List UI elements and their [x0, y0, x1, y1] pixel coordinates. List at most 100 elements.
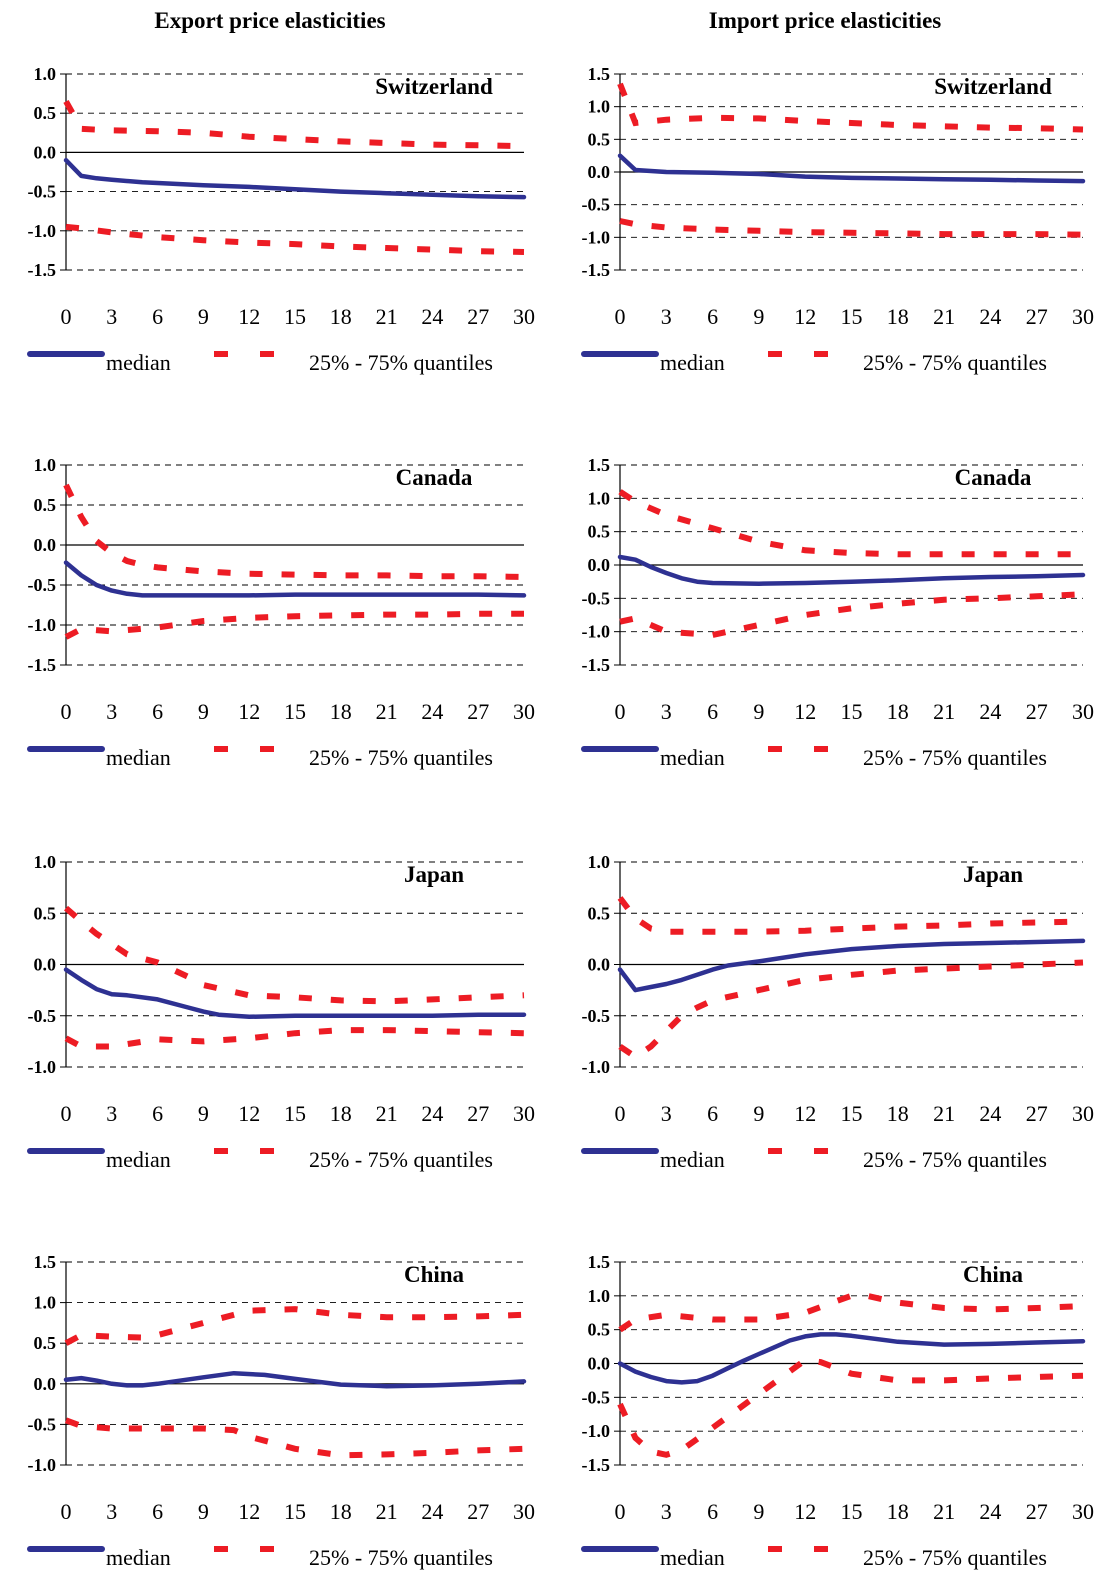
x-tick-label: 21: [376, 304, 398, 329]
y-tick-label: -1.5: [28, 655, 57, 675]
x-tick-label: 6: [707, 1101, 718, 1126]
export-column-header: Export price elasticities: [154, 8, 386, 33]
x-tick-label: 0: [615, 304, 626, 329]
y-tick-label: 1.0: [588, 1286, 611, 1306]
x-tick-label: 12: [794, 699, 816, 724]
x-tick-label: 6: [707, 699, 718, 724]
y-tick-label: 0.5: [588, 1320, 611, 1340]
panel-title: Switzerland: [934, 74, 1052, 99]
x-tick-label: 21: [933, 699, 955, 724]
median-line: [63, 560, 527, 598]
x-tick-label: 12: [238, 1499, 260, 1524]
panel-title: Japan: [404, 862, 464, 887]
x-tick-label: 24: [421, 1499, 443, 1524]
y-tick-label: 0.5: [34, 1333, 57, 1353]
y-tick-label: 1.0: [588, 488, 611, 508]
y-tick-label: 0.0: [34, 1374, 57, 1394]
x-tick-label: 27: [1026, 699, 1048, 724]
legend-quantile-label: 25% - 75% quantiles: [309, 1545, 493, 1570]
upper-quantile-line: [64, 1306, 525, 1346]
x-tick-label: 6: [707, 304, 718, 329]
export-canada-chart: 1.0 0.5 0.0 -0.5 -1.0 -1.5 0 3 6 9 12 15 18 21 24 27 30 C…: [27, 455, 535, 770]
x-tick-label: 3: [661, 304, 672, 329]
y-tick-label: -1.0: [28, 615, 57, 635]
x-tick-label: 0: [61, 699, 72, 724]
x-tick-label: 3: [106, 699, 117, 724]
import-china-chart: 1.5 1.0 0.5 0.0 -0.5 -1.0 -1.5 0 3 6 9 12 15 18 21 24 27…: [581, 1252, 1094, 1570]
legend-quantile-label: 25% - 75% quantiles: [863, 350, 1047, 375]
x-tick-label: 24: [421, 1101, 443, 1126]
x-tick-label: 21: [376, 699, 398, 724]
y-tick-label: 0.5: [34, 495, 57, 515]
y-tick-label: 1.0: [588, 97, 611, 117]
median-line: [617, 153, 1086, 184]
x-tick-label: 15: [841, 304, 863, 329]
y-tick-label: 0.5: [588, 903, 611, 923]
x-tick-label: 0: [615, 1499, 626, 1524]
y-tick-label: 0.0: [588, 955, 611, 975]
x-tick-label: 24: [979, 1499, 1001, 1524]
x-tick-label: 27: [467, 304, 489, 329]
export-china-chart: 1.5 1.0 0.5 0.0 -0.5 -1.0 0 3 6 9 12 15 18 21 24 27 30 Ch…: [27, 1252, 535, 1570]
x-tick-label: 18: [330, 699, 352, 724]
y-tick-label: -1.5: [582, 655, 611, 675]
y-tick-label: -1.0: [28, 221, 57, 241]
legend-median-label: median: [106, 1147, 171, 1172]
x-tick-label: 12: [794, 1101, 816, 1126]
x-tick-label: 15: [284, 1499, 306, 1524]
upper-quantile-line: [64, 905, 525, 1005]
x-tick-label: 15: [284, 304, 306, 329]
y-tick-label: -1.0: [582, 227, 611, 247]
y-tick-label: 1.5: [588, 455, 611, 475]
x-tick-label: 24: [979, 699, 1001, 724]
x-tick-label: 18: [330, 1499, 352, 1524]
y-tick-label: 0.0: [588, 555, 611, 575]
x-tick-label: 21: [376, 1101, 398, 1126]
x-tick-label: 30: [513, 699, 535, 724]
x-tick-label: 27: [1026, 1499, 1048, 1524]
x-tick-label: 12: [238, 699, 260, 724]
x-tick-label: 12: [794, 1499, 816, 1524]
x-tick-label: 15: [841, 699, 863, 724]
y-tick-label: 0.0: [34, 142, 57, 162]
x-tick-label: 0: [61, 304, 72, 329]
y-tick-label: -1.0: [582, 622, 611, 642]
median-line: [617, 554, 1086, 586]
y-tick-label: -1.5: [28, 260, 57, 280]
y-tick-label: 1.0: [34, 852, 57, 872]
x-tick-label: 18: [330, 304, 352, 329]
y-tick-label: -1.0: [582, 1421, 611, 1441]
legend-quantile-label: 25% - 75% quantiles: [309, 350, 493, 375]
x-tick-label: 3: [106, 1499, 117, 1524]
x-tick-label: 24: [979, 304, 1001, 329]
y-tick-label: -0.5: [28, 1414, 57, 1434]
x-tick-label: 15: [284, 699, 306, 724]
x-tick-label: 9: [198, 699, 209, 724]
x-tick-label: 21: [933, 1101, 955, 1126]
x-tick-label: 27: [1026, 304, 1048, 329]
lower-quantile-line: [64, 1417, 525, 1459]
import-switzerland-chart: 1.5 1.0 0.5 0.0 -0.5 -1.0 -1.5 0 3 6 9 12 15 18 21 24 27…: [581, 64, 1094, 375]
x-tick-label: 18: [887, 699, 909, 724]
y-tick-label: -0.5: [582, 1006, 611, 1026]
legend-median-label: median: [660, 350, 725, 375]
x-tick-label: 18: [887, 1101, 909, 1126]
import-canada-chart: 1.5 1.0 0.5 0.0 -0.5 -1.0 -1.5 0 3 6 9 12 15 18 21 24 27…: [581, 455, 1094, 770]
lower-quantile-line: [618, 959, 1084, 1061]
x-tick-label: 3: [106, 304, 117, 329]
x-tick-label: 6: [707, 1499, 718, 1524]
legend-quantile-label: 25% - 75% quantiles: [863, 745, 1047, 770]
x-tick-label: 6: [152, 1101, 163, 1126]
x-tick-label: 12: [238, 304, 260, 329]
x-tick-label: 15: [841, 1499, 863, 1524]
x-tick-label: 24: [979, 1101, 1001, 1126]
x-tick-label: 0: [615, 1101, 626, 1126]
y-tick-label: 0.0: [588, 1354, 611, 1374]
x-tick-label: 27: [467, 1101, 489, 1126]
legend-quantile-label: 25% - 75% quantiles: [309, 745, 493, 770]
x-tick-label: 3: [106, 1101, 117, 1126]
y-tick-label: -1.5: [582, 1455, 611, 1475]
y-tick-label: 0.5: [588, 522, 611, 542]
upper-quantile-line: [63, 99, 525, 150]
y-tick-label: -0.5: [28, 1006, 57, 1026]
